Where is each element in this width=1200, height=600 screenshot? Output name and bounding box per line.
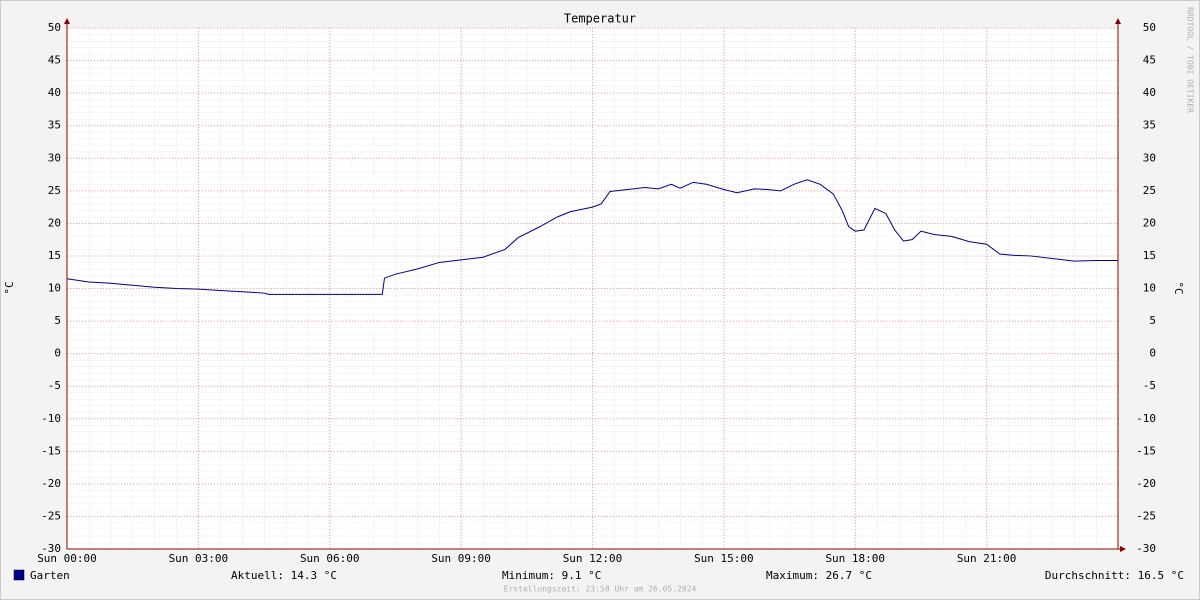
y-tick-label: -5 — [48, 379, 61, 392]
y2-tick-label: -15 — [1136, 444, 1156, 457]
y2-tick-label: 10 — [1143, 282, 1156, 295]
y-tick-label: 10 — [48, 282, 61, 295]
y2-tick-label: -10 — [1136, 412, 1156, 425]
y2-tick-label: -20 — [1136, 477, 1156, 490]
marks — [66, 179, 1118, 295]
x-tick-label: Sun 00:00 — [37, 552, 97, 565]
y-tick-label: 0 — [54, 347, 61, 360]
y2-tick-label: 45 — [1143, 54, 1156, 67]
footer: Erstellungszeit: 23:58 Uhr am 26.05.2024 — [504, 585, 697, 594]
chart-title: Temperatur — [564, 12, 636, 26]
y2-tick-label: 35 — [1143, 119, 1156, 132]
x-tick-label: Sun 03:00 — [169, 552, 229, 565]
x-tick-label: Sun 15:00 — [694, 552, 754, 565]
y2-tick-label: -5 — [1143, 379, 1156, 392]
stat: Aktuell: 14.3 °C — [231, 569, 337, 582]
y2-tick-label: 25 — [1143, 184, 1156, 197]
watermark: RRDTOOL / TOBI OETIKER — [1186, 7, 1195, 113]
y-tick-label: 35 — [48, 119, 61, 132]
y2-tick-label: 20 — [1143, 216, 1156, 229]
y-tick-label: -10 — [41, 412, 61, 425]
grid — [66, 27, 1118, 550]
legend-label: Garten — [30, 569, 70, 582]
y-axis-label: °C — [3, 281, 16, 294]
data-line — [66, 179, 1118, 295]
y2-tick-label: 5 — [1149, 314, 1156, 327]
y2-tick-label: 40 — [1143, 86, 1156, 99]
y-tick-label: -25 — [41, 509, 61, 522]
y2-tick-label: -30 — [1136, 542, 1156, 555]
y-tick-label: 25 — [48, 184, 61, 197]
y-tick-label: 15 — [48, 249, 61, 262]
stat: Maximum: 26.7 °C — [766, 569, 872, 582]
legend-swatch — [13, 569, 25, 581]
y-tick-label: 45 — [48, 54, 61, 67]
x-tick-label: Sun 18:00 — [825, 552, 885, 565]
y2-tick-label: 30 — [1143, 151, 1156, 164]
stat: Durchschnitt: 16.5 °C — [1045, 569, 1184, 582]
y-tick-label: 50 — [48, 21, 61, 34]
x-tick-label: Sun 12:00 — [563, 552, 623, 565]
x-tick-label: Sun 06:00 — [300, 552, 360, 565]
y2-tick-label: 0 — [1149, 347, 1156, 360]
y2-tick-label: 50 — [1143, 21, 1156, 34]
y2-tick-label: -25 — [1136, 509, 1156, 522]
y-tick-label: -30 — [41, 542, 61, 555]
y-tick-label: -20 — [41, 477, 61, 490]
y-tick-label: 30 — [48, 151, 61, 164]
x-tick-label: Sun 21:00 — [957, 552, 1017, 565]
x-tick-label: Sun 09:00 — [431, 552, 491, 565]
y-tick-label: 20 — [48, 216, 61, 229]
y2-axis-label: °C — [1172, 281, 1185, 294]
y-tick-label: 5 — [54, 314, 61, 327]
y-tick-label: 40 — [48, 86, 61, 99]
y-tick-label: -15 — [41, 444, 61, 457]
y2-tick-label: 15 — [1143, 249, 1156, 262]
stat: Minimum: 9.1 °C — [502, 569, 601, 582]
